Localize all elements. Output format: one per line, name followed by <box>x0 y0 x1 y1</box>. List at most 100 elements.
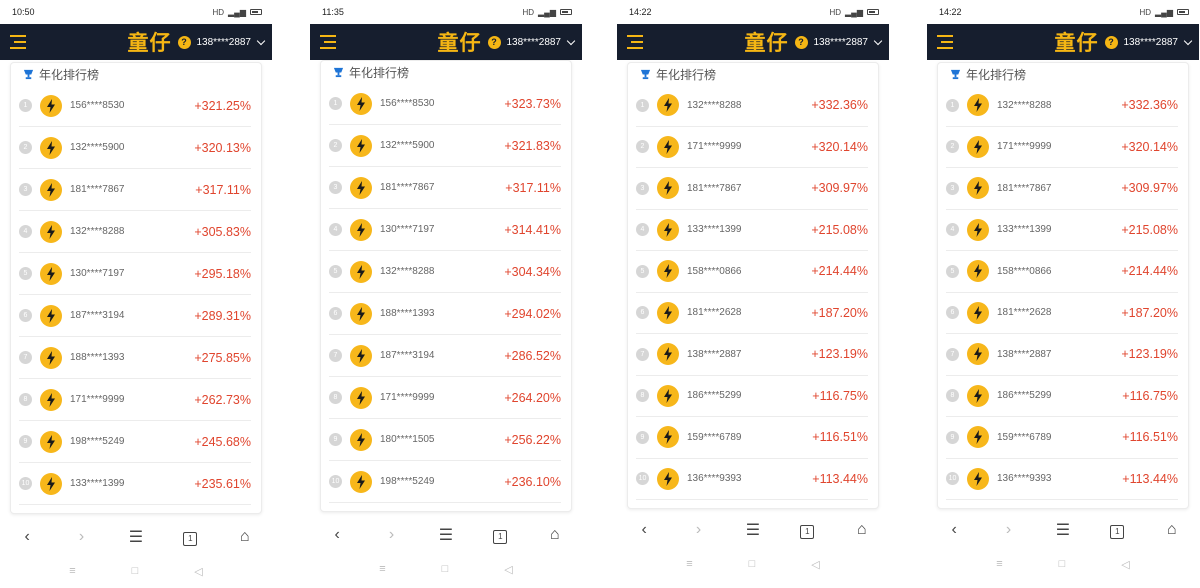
list-item[interactable]: 3 181****7867 +317.11% <box>329 167 561 209</box>
list-item[interactable]: 6 181****2628 +187.20% <box>636 293 868 334</box>
card-title: 年化排行榜 <box>938 63 1188 85</box>
recent-apps-button[interactable]: ≡ <box>379 563 386 575</box>
forward-button[interactable]: › <box>78 528 85 545</box>
list-item[interactable]: 6 181****2628 +187.20% <box>946 293 1178 334</box>
lightning-avatar-icon <box>657 135 679 158</box>
account-switcher[interactable]: 138****2887 <box>197 36 266 48</box>
tabs-button[interactable]: 1 <box>1105 521 1129 539</box>
app-logo: 童仔 <box>127 31 172 55</box>
status-bar: 11:35 HD ▂▄▆ <box>310 0 582 24</box>
list-item[interactable]: 9 198****5249 +245.68% <box>19 421 251 463</box>
home-button[interactable]: ⌂ <box>549 526 560 543</box>
browser-menu-button[interactable]: ☰ <box>128 529 144 546</box>
system-back-button[interactable]: ◁ <box>194 565 203 578</box>
menu-icon[interactable] <box>627 35 643 49</box>
list-item[interactable]: 4 132****8288 +305.83% <box>19 211 251 253</box>
menu-icon[interactable] <box>10 35 26 49</box>
account-switcher[interactable]: 138****2887 <box>1124 36 1193 48</box>
menu-icon[interactable] <box>320 35 336 49</box>
list-item[interactable]: 8 171****9999 +262.73% <box>19 379 251 421</box>
account-switcher[interactable]: 138****2887 <box>814 36 883 48</box>
browser-navbar: ‹ › ☰ 1 ⌂ <box>0 522 272 552</box>
list-item[interactable]: 8 171****9999 +264.20% <box>329 377 561 419</box>
browser-menu-button[interactable]: ☰ <box>1055 522 1071 539</box>
list-item[interactable]: 2 171****9999 +320.14% <box>946 127 1178 168</box>
list-item[interactable]: 4 133****1399 +215.08% <box>636 210 868 251</box>
user-phone: 136****9393 <box>997 473 1052 485</box>
chevron-down-icon <box>1183 36 1193 45</box>
list-item[interactable]: 4 130****7197 +314.41% <box>329 209 561 251</box>
tabs-button[interactable]: 1 <box>795 521 819 539</box>
user-avatar-icon: ? <box>794 35 808 49</box>
recent-apps-button[interactable]: ≡ <box>69 565 76 577</box>
back-button[interactable]: ‹ <box>334 526 340 543</box>
battery-icon <box>1177 9 1189 15</box>
system-home-button[interactable]: □ <box>131 565 139 577</box>
recent-apps-button[interactable]: ≡ <box>996 558 1003 570</box>
browser-menu-button[interactable]: ☰ <box>438 527 454 544</box>
forward-button[interactable]: › <box>695 521 702 538</box>
list-item[interactable]: 6 188****1393 +294.02% <box>329 293 561 335</box>
list-item[interactable]: 1 132****8288 +332.36% <box>946 85 1178 127</box>
menu-icon[interactable] <box>937 35 953 49</box>
recent-apps-button[interactable]: ≡ <box>686 558 693 570</box>
browser-menu-button[interactable]: ☰ <box>745 522 761 539</box>
list-item[interactable]: 2 171****9999 +320.14% <box>636 127 868 168</box>
list-item[interactable]: 1 132****8288 +332.36% <box>636 85 868 127</box>
list-item[interactable]: 3 181****7867 +309.97% <box>636 168 868 210</box>
rank-badge: 6 <box>636 306 649 320</box>
list-item[interactable]: 10 136****9393 +113.44% <box>946 459 1178 500</box>
account-switcher[interactable]: 138****2887 <box>507 36 576 48</box>
system-back-button[interactable]: ◁ <box>504 563 513 576</box>
list-item[interactable]: 5 130****7197 +295.18% <box>19 253 251 295</box>
list-item[interactable]: 1 156****8530 +323.73% <box>329 83 561 125</box>
rank-badge: 9 <box>329 433 342 446</box>
system-navbar: ≡ □ ◁ <box>0 561 272 581</box>
list-item[interactable]: 5 158****0866 +214.44% <box>946 251 1178 293</box>
list-item[interactable]: 3 181****7867 +309.97% <box>946 168 1178 210</box>
list-item[interactable]: 2 132****5900 +321.83% <box>329 125 561 167</box>
list-item[interactable]: 3 181****7867 +317.11% <box>19 169 251 211</box>
system-home-button[interactable]: □ <box>748 558 756 570</box>
list-item[interactable]: 5 158****0866 +214.44% <box>636 251 868 293</box>
forward-button[interactable]: › <box>388 526 395 543</box>
home-button[interactable]: ⌂ <box>239 528 250 545</box>
list-item[interactable]: 1 156****8530 +321.25% <box>19 85 251 127</box>
list-item[interactable]: 10 198****5249 +236.10% <box>329 461 561 503</box>
home-button[interactable]: ⌂ <box>856 521 867 538</box>
back-button[interactable]: ‹ <box>951 521 957 538</box>
forward-button[interactable]: › <box>1005 521 1012 538</box>
list-item[interactable]: 2 132****5900 +320.13% <box>19 127 251 169</box>
system-home-button[interactable]: □ <box>441 563 449 575</box>
system-back-button[interactable]: ◁ <box>1121 558 1130 571</box>
list-item[interactable]: 7 187****3194 +286.52% <box>329 335 561 377</box>
list-item[interactable]: 10 133****1399 +235.61% <box>19 463 251 505</box>
list-item[interactable]: 4 133****1399 +215.08% <box>946 210 1178 251</box>
list-item[interactable]: 7 138****2887 +123.19% <box>636 334 868 376</box>
lightning-avatar-icon <box>657 426 679 449</box>
list-item[interactable]: 9 180****1505 +256.22% <box>329 419 561 461</box>
system-back-button[interactable]: ◁ <box>811 558 820 571</box>
list-item[interactable]: 6 187****3194 +289.31% <box>19 295 251 337</box>
list-item[interactable]: 7 188****1393 +275.85% <box>19 337 251 379</box>
list-item[interactable]: 8 186****5299 +116.75% <box>946 376 1178 417</box>
home-button[interactable]: ⌂ <box>1166 521 1177 538</box>
list-item[interactable]: 10 136****9393 +113.44% <box>636 459 868 500</box>
app-logo: 童仔 <box>437 31 482 55</box>
phone-screen: 14:22 HD ▂▄▆ 童仔 ? 138****2887 年化排行榜 <box>617 0 889 588</box>
list-item[interactable]: 7 138****2887 +123.19% <box>946 334 1178 376</box>
lightning-avatar-icon <box>967 384 989 407</box>
board-title: 年化排行榜 <box>349 65 410 80</box>
tabs-button[interactable]: 1 <box>488 526 512 544</box>
system-home-button[interactable]: □ <box>1058 558 1066 570</box>
list-item[interactable]: 8 186****5299 +116.75% <box>636 376 868 417</box>
list-item[interactable]: 5 132****8288 +304.34% <box>329 251 561 293</box>
list-item[interactable]: 9 159****6789 +116.51% <box>636 417 868 459</box>
user-phone: 132****8288 <box>380 266 435 277</box>
back-button[interactable]: ‹ <box>641 521 647 538</box>
rank-badge: 1 <box>636 98 649 112</box>
lightning-avatar-icon <box>657 384 679 407</box>
back-button[interactable]: ‹ <box>24 528 30 545</box>
tabs-button[interactable]: 1 <box>178 528 202 546</box>
list-item[interactable]: 9 159****6789 +116.51% <box>946 417 1178 459</box>
